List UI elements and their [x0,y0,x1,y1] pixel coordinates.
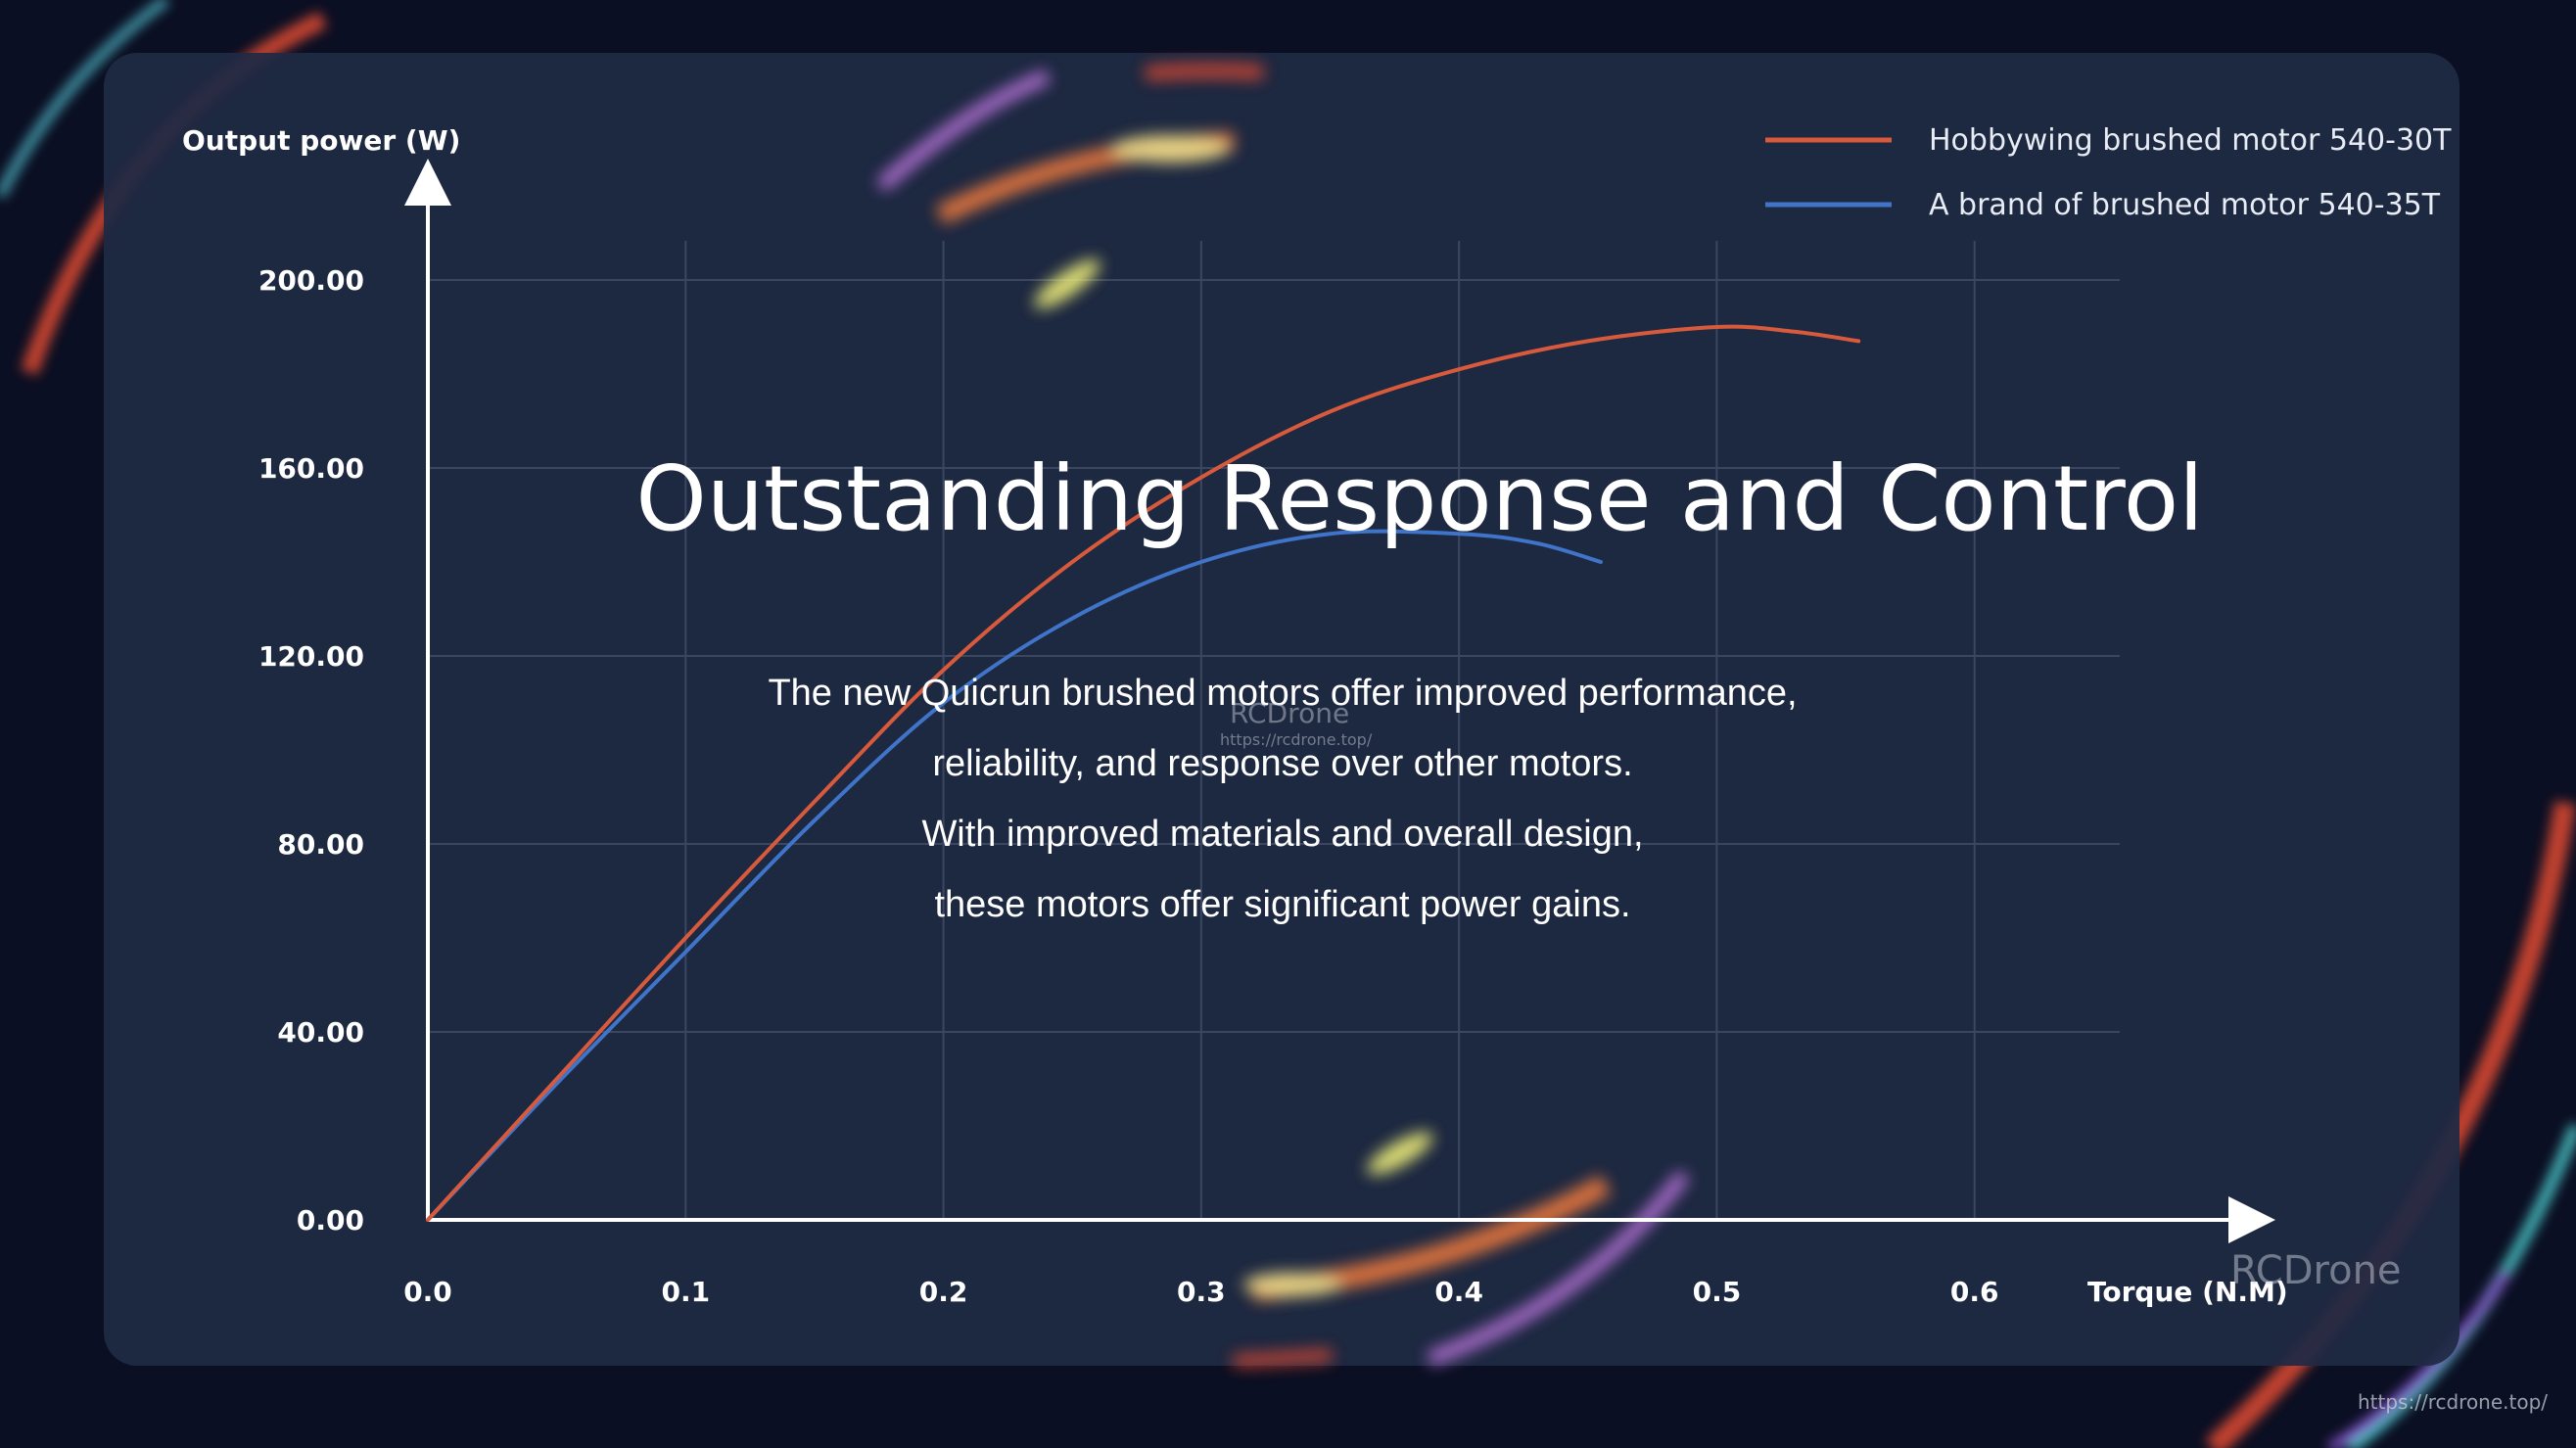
series-line-hobbywing [426,324,1861,1222]
description: The new Quicrun brushed motors offer imp… [646,658,1919,940]
x-axis-title: Torque (N.M) [2087,1276,2288,1308]
light-streaks [876,64,1690,1367]
y-tick-label: 80.00 [277,828,364,861]
y-tick-label: 200.00 [258,264,364,297]
chart-axes [404,159,2275,1243]
y-tick-label: 0.00 [297,1204,364,1237]
headline: Outstanding Response and Control [635,446,2204,551]
x-tick-label: 0.0 [403,1276,452,1308]
x-tick-label: 0.6 [1950,1276,1999,1308]
watermark-url: https://rcdrone.top/ [1220,730,1373,749]
x-tick-label: 0.1 [661,1276,710,1308]
series-line-other-brand [426,529,1603,1222]
corner-watermark-url: https://rcdrone.top/ [2358,1390,2549,1414]
legend-label: Hobbywing brushed motor 540-30T [1929,123,2452,158]
legend-label: A brand of brushed motor 540-35T [1929,188,2441,222]
corner-watermark: RCDrone [2230,1248,2402,1293]
y-axis-title: Output power (W) [182,124,460,157]
x-tick-label: 0.4 [1434,1276,1483,1308]
x-tick-label: 0.3 [1177,1276,1226,1308]
x-tick-label: 0.5 [1693,1276,1742,1308]
watermark-text: RCDrone [1230,697,1350,729]
description-line: With improved materials and overall desi… [921,814,1644,855]
description-line: The new Quicrun brushed motors offer imp… [768,673,1798,714]
chart-grid [428,241,2120,1220]
description-line: reliability, and response over other mot… [932,743,1633,784]
y-tick-label: 120.00 [258,640,364,673]
chart-ticks: 0.00 40.00 80.00 120.00 160.00 200.00 0.0 0.1 0.… [258,264,1999,1308]
chart-legend: Hobbywing brushed motor 540-30T A brand o… [1765,123,2452,222]
x-tick-label: 0.2 [919,1276,968,1308]
chart-series [426,324,1861,1222]
y-tick-label: 40.00 [277,1016,364,1049]
description-line: these motors offer significant power gai… [934,884,1631,925]
y-tick-label: 160.00 [258,452,364,485]
